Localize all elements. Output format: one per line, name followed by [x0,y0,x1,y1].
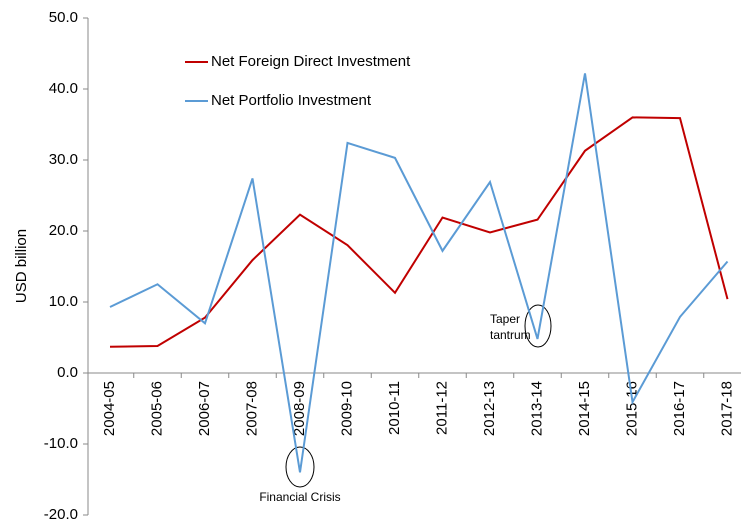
x-tick-label: 2006-07 [196,381,213,436]
y-tick-label: 50.0 [49,9,78,26]
annotation-circle [285,446,315,488]
x-tick-label: 2011-12 [433,381,450,435]
y-tick-label: -10.0 [44,435,78,452]
annotation: Financial Crisis [259,490,340,504]
series-line [109,73,729,473]
x-tick-label: 2004-05 [101,381,118,436]
legend-label: Net Portfolio Investment [211,92,372,109]
y-tick-label: 0.0 [57,364,78,381]
x-tick-label: 2009-10 [338,381,355,436]
y-axis-label: USD billion [13,229,30,303]
y-tick-label: 30.0 [49,151,78,168]
x-tick-label: 2015-16 [623,381,640,436]
x-tick-label: 2017-18 [718,381,735,436]
annotation: Taper [490,312,520,326]
x-tick-label: 2013-14 [528,381,545,436]
annotation-circle [524,304,552,348]
y-tick-label: -20.0 [44,506,78,523]
y-tick-label: 10.0 [49,293,78,310]
x-tick-label: 2010-11 [386,381,403,435]
legend-label: Net Foreign Direct Investment [211,53,411,70]
x-tick-label: 2012-13 [481,381,498,436]
x-tick-label: 2016-17 [671,381,688,436]
series-line [109,116,729,348]
x-tick-label: 2008-09 [291,381,308,436]
x-tick-label: 2014-15 [576,381,593,436]
x-tick-label: 2007-08 [243,381,260,436]
annotation: tantrum [490,328,531,342]
x-tick-label: 2005-06 [148,381,165,436]
y-tick-label: 20.0 [49,222,78,239]
y-tick-label: 40.0 [49,80,78,97]
